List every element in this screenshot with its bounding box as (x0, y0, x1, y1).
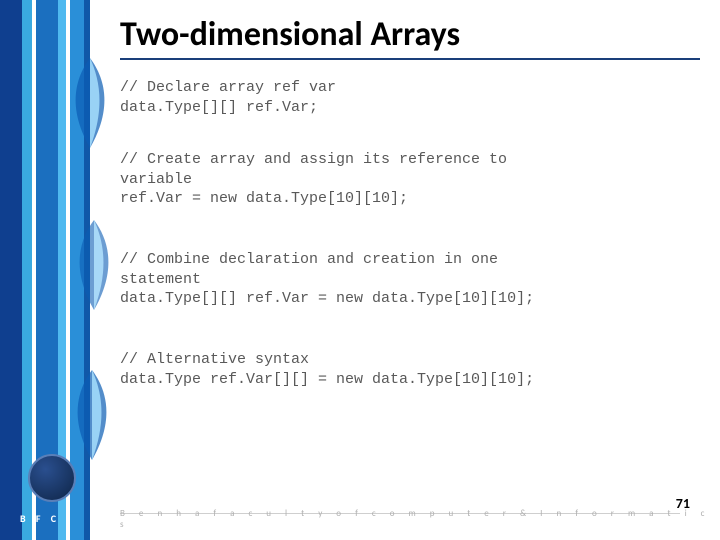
feather-icon (64, 58, 116, 148)
title-underline (120, 58, 700, 60)
code-block-4: // Alternative syntax data.Type ref.Var[… (120, 350, 680, 389)
page-title: Two-dimensional Arrays (120, 14, 460, 55)
bfci-label: B F C I (20, 512, 73, 525)
stripe-bar (22, 0, 32, 540)
code-block-3: // Combine declaration and creation in o… (120, 250, 680, 309)
feather-icon (68, 220, 120, 310)
code-line: variable (120, 170, 680, 190)
code-line: statement (120, 270, 680, 290)
feather-icon (66, 370, 118, 460)
stripe-bar (0, 0, 22, 540)
code-line: // Declare array ref var (120, 78, 680, 98)
code-line: data.Type ref.Var[][] = new data.Type[10… (120, 370, 680, 390)
code-line: data.Type[][] ref.Var; (120, 98, 680, 118)
logo-icon (28, 454, 76, 502)
code-line: // Alternative syntax (120, 350, 680, 370)
page-number: 71 (676, 495, 690, 512)
footer-text: B e n h a f a c u l t y o f c o m p u t … (120, 508, 720, 530)
code-line: // Create array and assign its reference… (120, 150, 680, 170)
code-line: data.Type[][] ref.Var = new data.Type[10… (120, 289, 680, 309)
code-block-1: // Declare array ref var data.Type[][] r… (120, 78, 680, 117)
code-line: // Combine declaration and creation in o… (120, 250, 680, 270)
code-block-2: // Create array and assign its reference… (120, 150, 680, 209)
code-line: ref.Var = new data.Type[10][10]; (120, 189, 680, 209)
slide: Two-dimensional Arrays // Declare array … (0, 0, 720, 540)
